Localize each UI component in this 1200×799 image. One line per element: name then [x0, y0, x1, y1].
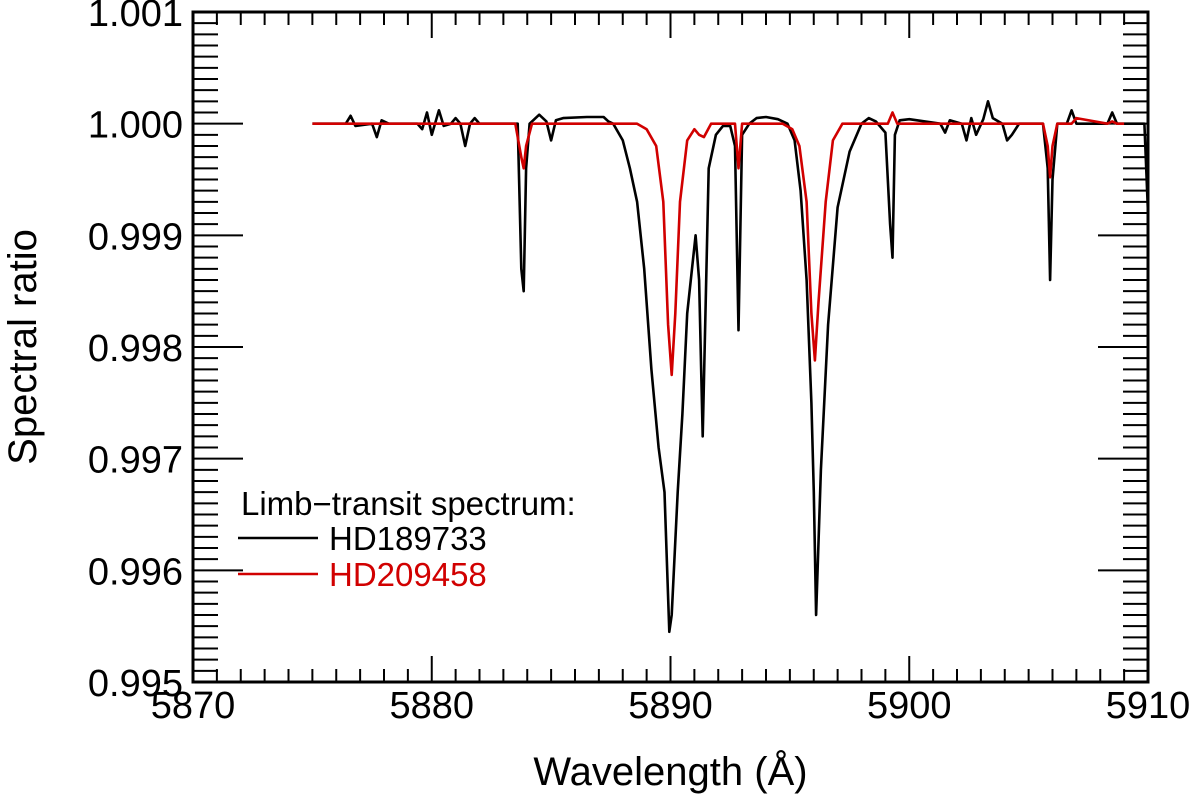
plot-frame [191, 10, 1150, 684]
x-tick-label: 5910 [1106, 685, 1191, 727]
series-line-hd209458 [312, 111, 1125, 377]
y-axis-title: Spectral ratio [1, 229, 45, 465]
y-tick-label: 0.996 [88, 551, 183, 593]
x-tick-label: 5880 [389, 685, 474, 727]
data-series [312, 100, 1150, 634]
y-tick-label: 0.999 [88, 216, 183, 258]
legend-title: Limb−transit spectrum: [241, 485, 576, 522]
y-tick-label: 0.997 [88, 440, 183, 482]
x-axis-title: Wavelength (Å) [533, 749, 807, 794]
y-tick-label: 1.000 [88, 105, 183, 147]
legend: Limb−transit spectrum: HD189733 HD209458 [238, 485, 576, 593]
axis-ticks [192, 11, 1149, 683]
x-tick-label: 5890 [628, 685, 713, 727]
series-line-hd189733 [312, 100, 1150, 634]
legend-label-hd209458: HD209458 [329, 556, 487, 593]
tick-labels: 5870 5880 5890 5900 5910 0.995 0.996 0.997 0.998… [88, 0, 1190, 727]
x-tick-label: 5870 [151, 685, 236, 727]
y-tick-label: 1.001 [88, 0, 183, 35]
legend-label-hd189733: HD189733 [329, 520, 487, 557]
y-tick-label: 0.998 [88, 328, 183, 370]
y-tick-label: 0.995 [88, 663, 183, 705]
x-tick-label: 5900 [867, 685, 952, 727]
